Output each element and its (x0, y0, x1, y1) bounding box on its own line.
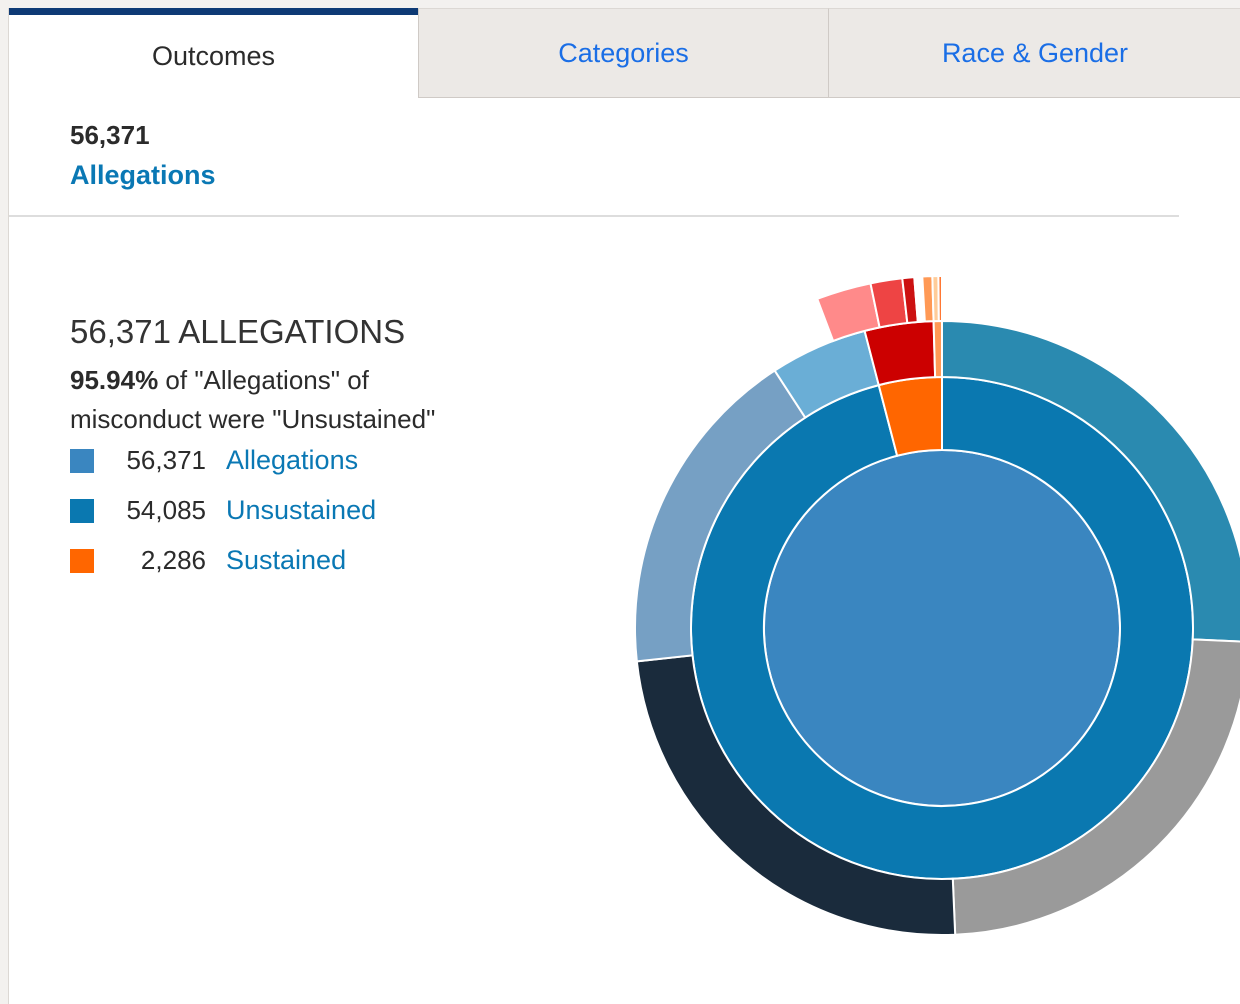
tab-race-gender-label: Race & Gender (941, 37, 1129, 68)
legend-value: 54,085 (126, 495, 206, 525)
desc-part2: misconduct were "Unsustained" (70, 404, 436, 434)
desc-part1: of "Allegations" of (158, 365, 369, 395)
legend-label[interactable]: Sustained (226, 545, 347, 575)
legend-value: 2,286 (140, 545, 206, 575)
tab-outcomes[interactable]: Outcomes (9, 8, 418, 98)
sunburst-segment-outermost[interactable] (937, 274, 943, 323)
legend-swatch (70, 499, 94, 523)
sunburst-segment-outer[interactable] (932, 319, 943, 379)
percent-value: 95.94% (70, 365, 159, 395)
summary-label[interactable]: Allegations (70, 160, 216, 190)
legend-item: 56,371 Allegations (70, 445, 490, 495)
sunburst-segment-outer[interactable] (941, 319, 1240, 643)
legend-swatch (70, 449, 94, 473)
legend: 56,371 Allegations 54,085 Unsustained 2,… (70, 445, 490, 595)
chart-description: 95.94% of "Allegations" of misconduct we… (70, 361, 510, 439)
chart-title: 56,371 ALLEGATIONS (70, 313, 406, 350)
summary-count: 56,371 (70, 120, 150, 150)
tab-outcomes-label: Outcomes (151, 41, 276, 71)
tab-categories-label: Categories (558, 37, 689, 68)
legend-item: 54,085 Unsustained (70, 495, 490, 545)
tab-bar: Outcomes Categories Race & Gender (9, 8, 1240, 98)
legend-label[interactable]: Unsustained (226, 495, 377, 525)
legend-value: 56,371 (126, 445, 206, 475)
sunburst-segment-inner[interactable] (763, 449, 1121, 807)
tab-race-gender[interactable]: Race & Gender (828, 8, 1240, 98)
legend-item: 2,286 Sustained (70, 545, 490, 595)
legend-label[interactable]: Allegations (226, 445, 359, 475)
tab-categories[interactable]: Categories (418, 8, 828, 98)
legend-swatch (70, 549, 94, 573)
divider (9, 215, 1179, 217)
